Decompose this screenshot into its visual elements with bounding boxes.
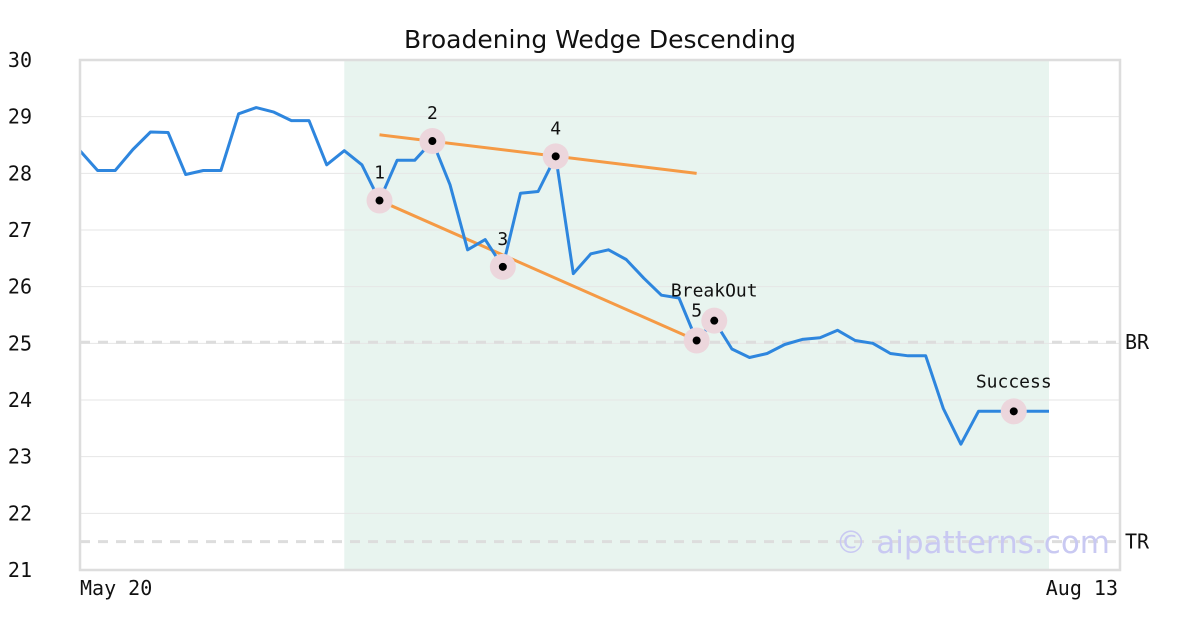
point-marker — [375, 196, 384, 205]
y-tick-label: 22 — [8, 501, 32, 525]
price-line — [78, 106, 1049, 446]
gridlines — [80, 116, 1120, 514]
point-marker — [692, 336, 701, 345]
reference-lines: BR TR — [80, 330, 1150, 554]
y-tick-label: 26 — [8, 275, 32, 299]
watermark: © aipatterns.com — [835, 525, 1110, 561]
point-label: BreakOut — [671, 281, 758, 302]
price-series-layer — [78, 106, 1049, 446]
point-marker — [498, 262, 507, 271]
y-tick-label: 25 — [8, 331, 32, 355]
reference-label: BR — [1125, 330, 1150, 354]
point-label: 3 — [497, 229, 508, 250]
point-label: Success — [976, 371, 1052, 392]
point-marker — [1009, 407, 1018, 416]
x-tick-label: Aug 13 — [1046, 576, 1118, 600]
chart-title: Broadening Wedge Descending — [404, 25, 796, 54]
x-tick-label: May 20 — [80, 576, 152, 600]
plot-frame — [78, 58, 1122, 572]
y-tick-label: 30 — [8, 48, 32, 72]
point-label: 5 — [691, 301, 702, 322]
point-label: 4 — [550, 118, 561, 139]
point-marker — [551, 152, 560, 161]
y-tick-label: 21 — [8, 558, 32, 582]
point-label: 2 — [427, 103, 438, 124]
y-tick-label: 24 — [8, 388, 32, 412]
point-marker — [710, 316, 719, 325]
y-tick-label: 29 — [8, 105, 32, 129]
trendline — [378, 199, 698, 342]
y-tick-label: 27 — [8, 218, 32, 242]
y-tick-label: 28 — [8, 161, 32, 185]
y-tick-label: 23 — [8, 445, 32, 469]
point-label: 1 — [374, 163, 385, 184]
point-marker — [428, 137, 437, 146]
reference-label: TR — [1125, 530, 1150, 554]
